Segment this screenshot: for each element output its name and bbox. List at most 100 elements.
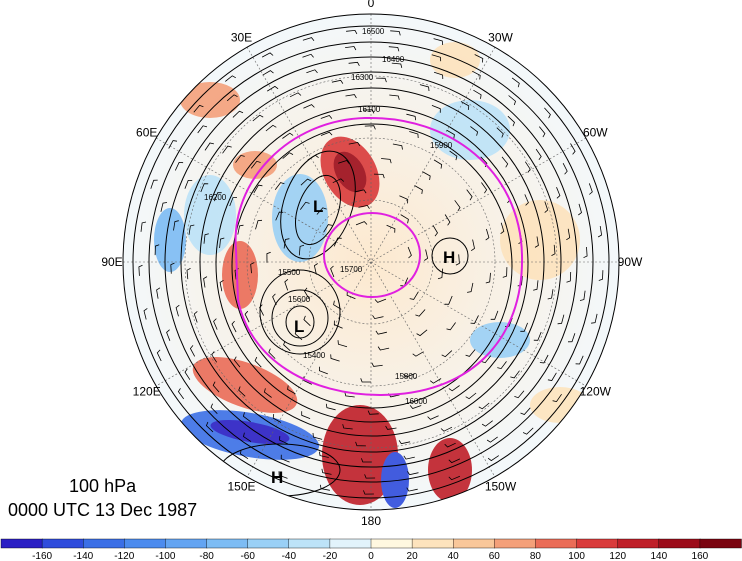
wind-barb (474, 54, 484, 63)
wind-barb (575, 355, 584, 365)
colorbar-tick-label: -80 (199, 551, 214, 561)
colorbar-tick-label: -60 (240, 551, 255, 561)
colorbar-tick-label: 120 (609, 551, 626, 561)
wind-barb (278, 471, 288, 479)
colorbar-tick-label: -40 (282, 551, 297, 561)
wind-barb (302, 37, 315, 41)
wind-barb (375, 330, 387, 335)
wind-barb (385, 425, 397, 430)
wind-barb (502, 267, 508, 278)
wind-barb (307, 154, 319, 161)
wind-barb (556, 187, 561, 199)
wind-barb (454, 200, 461, 212)
colorbar-swatch (453, 538, 496, 549)
colorbar: -160 -140 -120 -100 -80 -60 -40 -20 0 20 40 60 80 100… (0, 538, 742, 561)
wind-barb (485, 228, 490, 241)
wind-barb (407, 471, 419, 476)
wind-barb (304, 287, 310, 300)
wind-barb (485, 272, 491, 284)
contour-label: 16400 (382, 55, 405, 64)
wind-barb (156, 349, 162, 362)
wind-barb (364, 125, 376, 130)
wind-barb (212, 381, 220, 393)
wind-barb (235, 154, 245, 163)
wind-barb (143, 308, 148, 320)
wind-barb (444, 214, 451, 226)
wind-barb (547, 289, 554, 300)
wind-barb (364, 474, 376, 479)
wind-barb (298, 244, 305, 256)
wind-barb (355, 441, 366, 447)
map-disc (123, 14, 619, 510)
wind-barb (566, 271, 572, 283)
wind-barb (478, 402, 490, 410)
height-contours (132, 25, 610, 499)
wind-barb (358, 204, 370, 209)
wind-barb (289, 92, 302, 98)
wind-barb (433, 71, 444, 80)
colorbar-swatch (370, 538, 413, 549)
wind-barb (429, 378, 442, 384)
wind-barb (465, 392, 477, 400)
wind-barb (533, 280, 539, 291)
wind-barb (348, 141, 361, 147)
wind-barb (591, 313, 598, 324)
wind-barb (275, 211, 284, 221)
wind-barb (566, 228, 571, 241)
wind-barb (306, 69, 318, 74)
longitude-label: 0 (368, 0, 375, 10)
wind-barb (325, 403, 336, 411)
longitude-label: 90W (618, 255, 643, 269)
wind-barb (415, 309, 426, 317)
wind-barb (424, 249, 429, 261)
wind-barb (138, 264, 143, 276)
wind-barb (301, 411, 311, 419)
longitude-label: 60E (136, 126, 157, 140)
wind-barb (346, 29, 358, 35)
wind-barb (448, 385, 460, 392)
wind-barb (226, 94, 238, 102)
wind-barb (239, 449, 249, 460)
contour-label: 16000 (405, 397, 428, 406)
colorbar-swatch (494, 538, 537, 549)
wind-barb (481, 182, 488, 194)
wind-barbs (138, 29, 604, 495)
wind-barb (377, 346, 390, 351)
wind-barb (432, 224, 438, 237)
wind-barb (338, 160, 350, 164)
wind-barb (160, 202, 168, 212)
wind-barb (156, 287, 161, 299)
wind-barb (337, 340, 348, 348)
wind-barb (407, 246, 412, 259)
wind-barb (522, 427, 534, 435)
colorbar-swatch (411, 538, 454, 549)
wind-barb (231, 320, 237, 333)
wind-barb (274, 182, 285, 191)
wind-barb (597, 226, 603, 238)
wind-barb (588, 183, 593, 195)
wind-barb (372, 315, 384, 320)
map-boundary (122, 13, 620, 511)
wind-barb (544, 201, 549, 213)
wind-barb (210, 403, 218, 414)
wind-barb (342, 424, 353, 430)
longitude-label: 90E (101, 255, 122, 269)
wind-barb (189, 345, 196, 357)
lat-lon-grid (123, 14, 619, 510)
wind-barb (448, 475, 461, 481)
wind-barb (414, 185, 423, 194)
wind-barb (272, 293, 277, 306)
wind-barb (303, 104, 315, 109)
colorbar-tick-label: -160 (32, 551, 52, 561)
wind-barb (261, 52, 274, 58)
wind-barb (333, 300, 342, 310)
colorbar-swatch (576, 538, 619, 549)
colorbar-swatch (329, 538, 372, 549)
wind-barb (303, 376, 312, 385)
high-center-symbol: H (443, 248, 455, 267)
wind-barb (203, 276, 208, 288)
contour-label: 16100 (358, 105, 381, 114)
contour-label: 16200 (204, 193, 227, 202)
wind-barb (552, 393, 562, 403)
wind-barb (283, 238, 290, 249)
